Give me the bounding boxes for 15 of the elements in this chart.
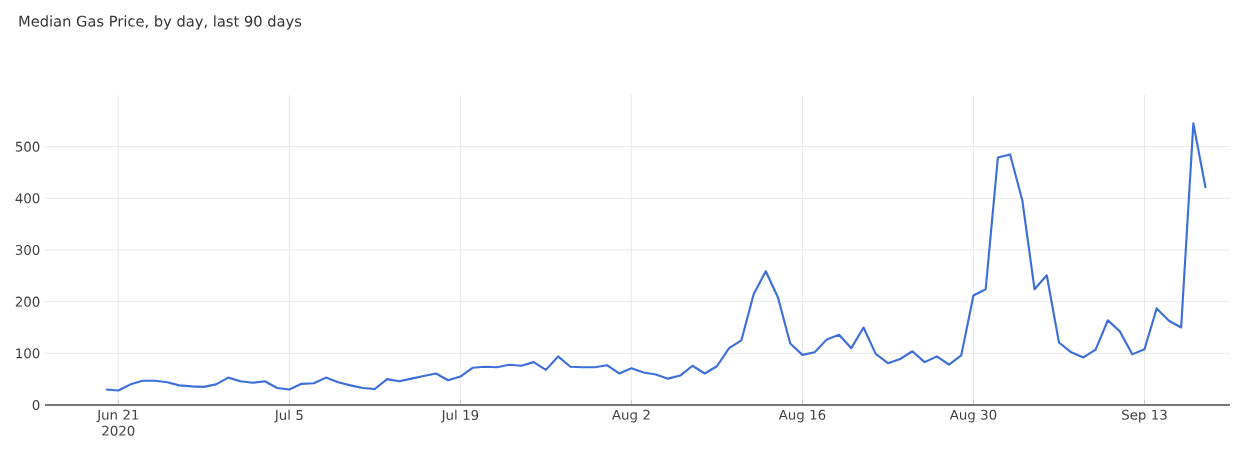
y-tick-label: 500 bbox=[15, 141, 40, 152]
y-tick-label: 200 bbox=[15, 296, 40, 307]
y-tick-label: 0 bbox=[32, 399, 40, 411]
x-tick-label: Sep 13 bbox=[1122, 409, 1167, 423]
y-tick-label: 400 bbox=[15, 193, 40, 204]
line-series bbox=[105, 122, 1207, 392]
x-tick-label: Jun 21 2020 bbox=[96, 409, 139, 436]
y-tick-label: 100 bbox=[16, 348, 40, 359]
x-tick-label: Jul 19 bbox=[440, 409, 479, 423]
x-tick-label: Aug 2 bbox=[612, 409, 650, 423]
x-tick-label: Aug 16 bbox=[778, 409, 826, 423]
chart-title: Median Gas Price, by day, last 90 days bbox=[19, 15, 302, 30]
x-tick-label: Aug 30 bbox=[949, 409, 997, 423]
y-tick-label: 300 bbox=[15, 244, 40, 256]
x-tick-label: Jul 5 bbox=[274, 409, 303, 423]
